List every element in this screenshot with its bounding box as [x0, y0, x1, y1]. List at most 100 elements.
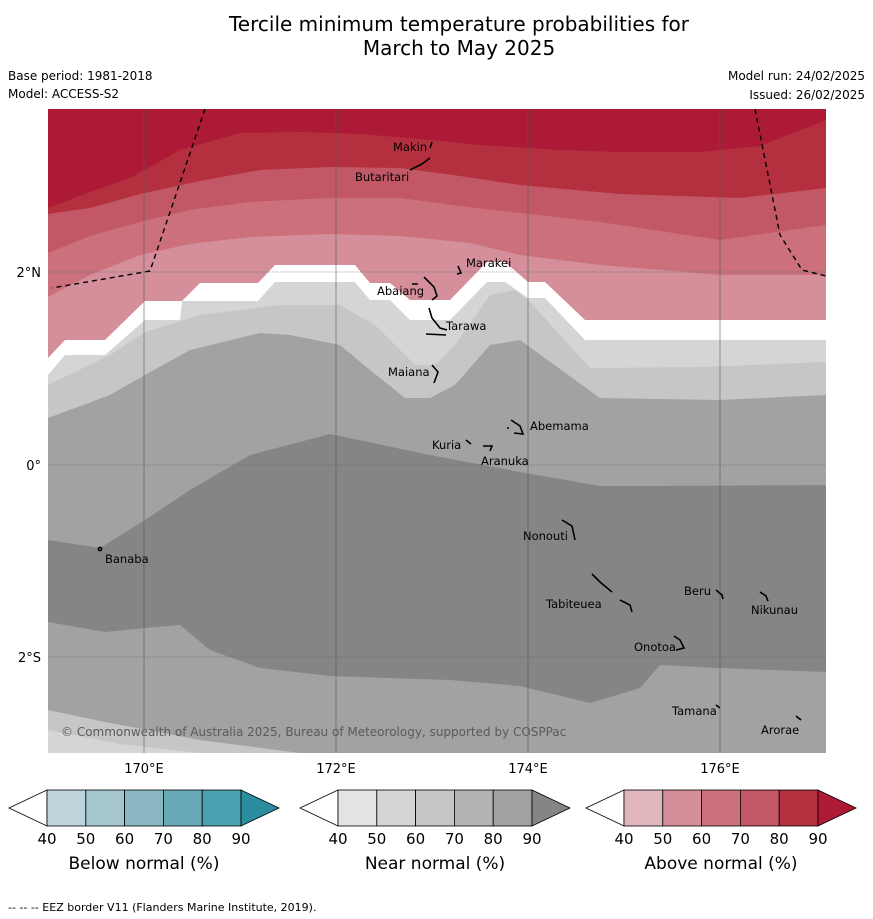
colorbars: 40 50 60 70 80 90 40 50 60 70 80 90 40 50 60 70 80 90: [8, 789, 857, 848]
colorbar-tick-label: 70: [445, 830, 464, 848]
colorbar-tick-label: 40: [614, 830, 633, 848]
colorbar-swatch: [740, 789, 780, 827]
place-label: Marakei: [466, 256, 511, 270]
lat-tick-label: 2°N: [17, 266, 42, 281]
colorbar-tick-label: 40: [328, 830, 347, 848]
coast-nikunau: [759, 591, 769, 602]
colorbar: 40 50 60 70 80 90: [8, 789, 280, 848]
place-label: Beru: [684, 584, 711, 598]
coast-arorae: [795, 715, 802, 721]
colorbar-swatch: [162, 789, 203, 827]
colorbar-tick-label: 50: [367, 830, 386, 848]
copyright-note: © Commonwealth of Australia 2025, Bureau…: [61, 725, 566, 739]
colorbar-swatch: [701, 789, 741, 827]
colorbar-tick-label: 90: [808, 830, 827, 848]
colorbar-tick-label: 60: [406, 830, 425, 848]
colorbar-tick-label: 90: [522, 830, 541, 848]
model-name: Model: ACCESS-S2: [8, 87, 120, 101]
place-label: Butaritari: [355, 170, 409, 184]
place-label: Nikunau: [751, 603, 798, 617]
place-label: Onotoa: [634, 640, 676, 654]
issued-date: Issued: 26/02/2025: [749, 88, 865, 102]
colorbar-low-extend: [299, 789, 339, 827]
lon-tick-label: 170°E: [124, 762, 164, 777]
coast-maiana: [431, 364, 439, 384]
colorbar-label-above: Above normal (%): [644, 854, 798, 874]
base-period: Base period: 1981-2018: [8, 69, 153, 83]
colorbar-tick-label: 80: [770, 830, 789, 848]
colorbar-low-extend: [8, 789, 48, 827]
place-label: Maiana: [388, 365, 430, 379]
colorbar-swatch: [337, 789, 378, 827]
coast-tabiteuea: [591, 573, 633, 613]
colorbar-swatch: [201, 789, 242, 827]
colorbar-swatch: [662, 789, 702, 827]
lat-tick-label: 0°: [26, 459, 41, 474]
colorbar-high-extend: [240, 789, 280, 827]
model-run: Model run: 24/02/2025: [727, 69, 865, 83]
colorbar-swatch: [124, 789, 164, 827]
colorbar-low-extend: [585, 789, 625, 827]
place-label: Kuria: [432, 438, 461, 452]
place-label: Arorae: [761, 723, 799, 737]
colorbar-swatch: [453, 789, 494, 827]
colorbar-label-below: Below normal (%): [68, 854, 220, 874]
place-label: Abaiang: [377, 284, 424, 298]
latitude-labels: 2°N 0° 2°S: [17, 266, 42, 666]
place-label: Makin: [393, 140, 427, 154]
band-near-90: [48, 434, 826, 703]
coast-beru: [715, 589, 724, 600]
colorbar-high-extend: [531, 789, 571, 827]
colorbar-tick-label: 70: [731, 830, 750, 848]
colorbar-tick-label: 50: [653, 830, 672, 848]
title-line-1: Tercile minimum temperature probabilitie…: [228, 12, 690, 36]
colorbar-tick-label: 60: [692, 830, 711, 848]
colorbar-tick-label: 60: [115, 830, 134, 848]
coast-banaba: [97, 546, 103, 552]
title-line-2: March to May 2025: [362, 36, 556, 60]
coast-kuria-aranuka: [465, 439, 494, 452]
place-label: Aranuka: [481, 454, 529, 468]
probability-field: [48, 109, 826, 753]
colorbar-high-extend: [817, 789, 857, 827]
place-labels: Makin Butaritari Marakei Abaiang Tarawa Maian…: [105, 140, 799, 737]
eez-border: [51, 109, 826, 289]
coast-tarawa: [425, 307, 448, 336]
colorbar-swatch: [778, 789, 819, 827]
colorbar-tick-label: 40: [37, 830, 56, 848]
place-label: Abemama: [530, 419, 589, 433]
place-label: Tabiteuea: [545, 597, 602, 611]
colorbar-tick-label: 70: [154, 830, 173, 848]
coast-makin-butaritari: [409, 141, 433, 171]
band-above-90: [48, 109, 826, 208]
colorbar-tick-label: 80: [193, 830, 212, 848]
colorbar: 40 50 60 70 80 90: [299, 789, 571, 848]
band-near-50-bottom: [48, 730, 200, 753]
coast-onotoa: [673, 635, 686, 651]
colorbar-tick-label: 50: [76, 830, 95, 848]
eez-border-west: [51, 109, 206, 289]
coast-abemama: [507, 419, 525, 435]
lat-tick-label: 2°S: [18, 651, 41, 666]
longitude-labels: 170°E 172°E 174°E 176°E: [124, 762, 740, 777]
lon-tick-label: 176°E: [700, 762, 740, 777]
colorbar-swatch: [85, 789, 126, 827]
coast-nonouti: [561, 519, 576, 541]
coast-marakei: [456, 265, 463, 275]
coast-abaiang: [412, 276, 438, 301]
colorbar-swatch: [623, 789, 664, 827]
lon-tick-label: 172°E: [316, 762, 356, 777]
colorbar-swatch: [415, 789, 455, 827]
colorbar: 40 50 60 70 80 90: [585, 789, 857, 848]
colorbar-label-near: Near normal (%): [364, 854, 506, 874]
coastlines: [97, 141, 802, 721]
colorbar-swatch: [376, 789, 416, 827]
eez-border-east: [754, 109, 826, 277]
place-label: Banaba: [105, 552, 149, 566]
place-label: Nonouti: [523, 529, 568, 543]
place-label: Tarawa: [445, 319, 486, 333]
colorbar-tick-label: 80: [484, 830, 503, 848]
eez-legend-note: -- -- -- EEZ border V11 (Flanders Marine…: [8, 901, 317, 914]
lon-tick-label: 174°E: [508, 762, 548, 777]
